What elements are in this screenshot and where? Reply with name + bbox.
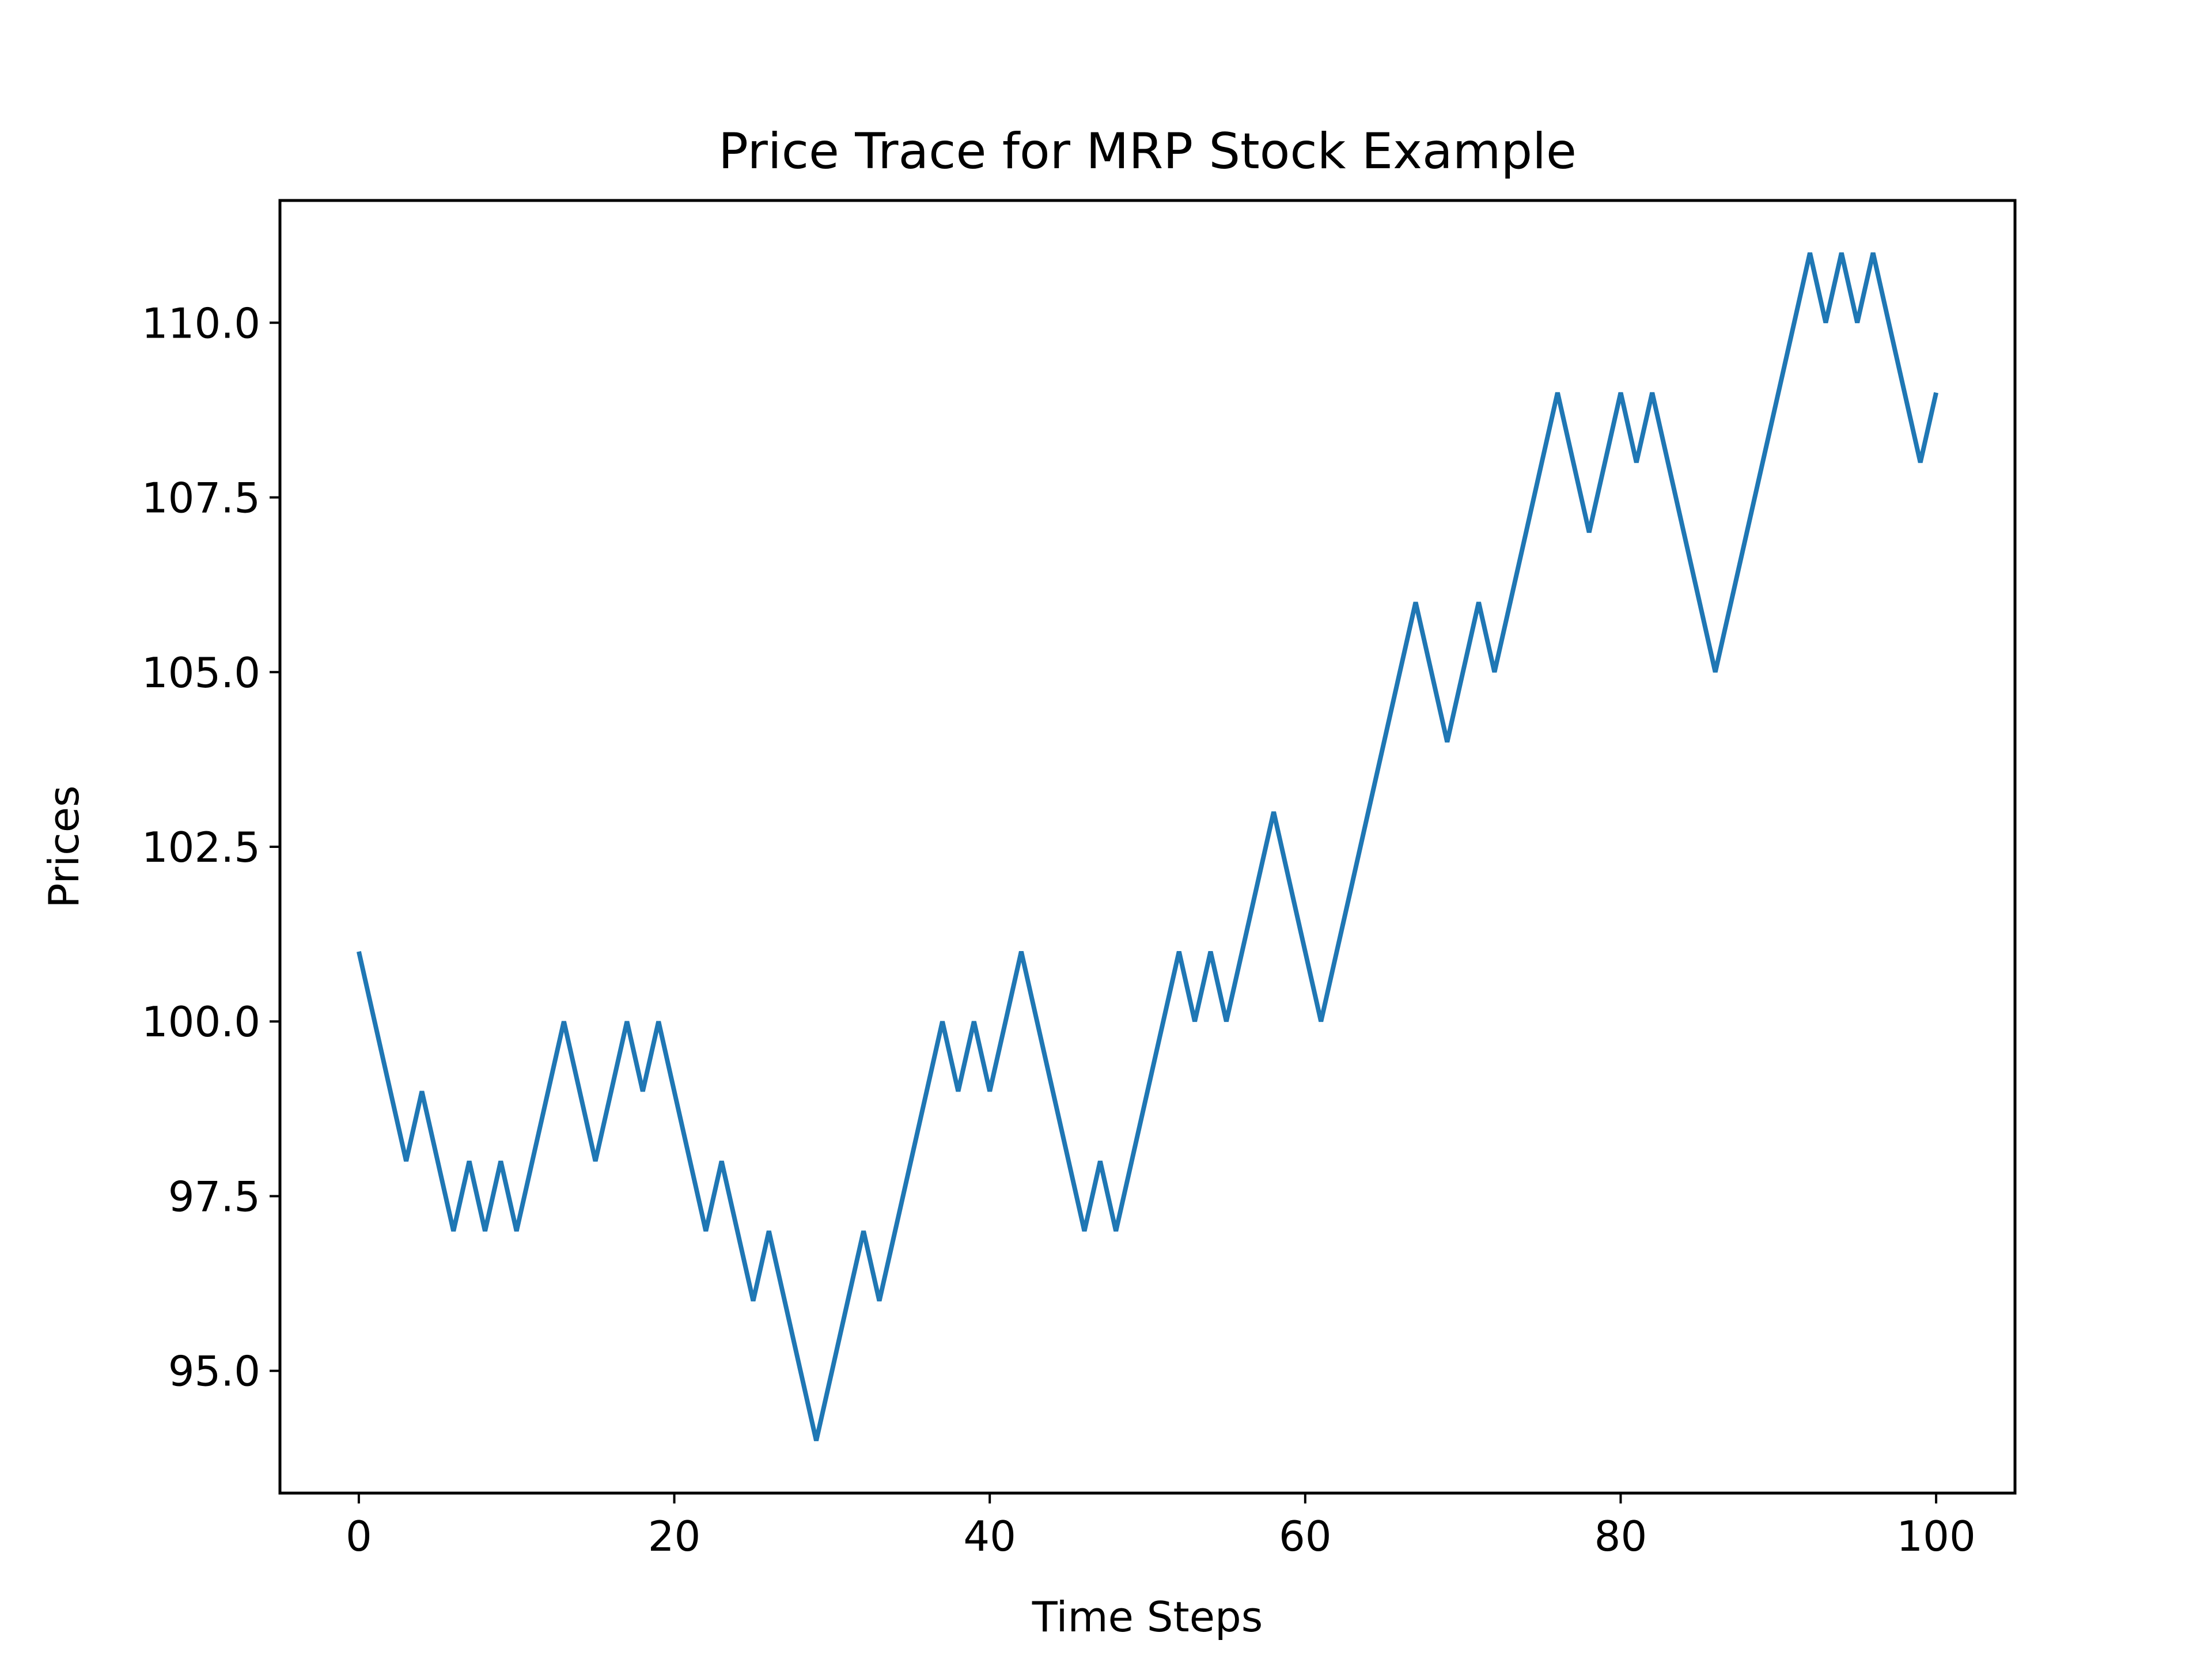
y-axis: 95.0 97.5 100.0 102.5 105.0 107.5 110.0	[142, 299, 280, 1396]
price-series-line	[356, 252, 1939, 1441]
y-tick-label: 100.0	[142, 998, 260, 1046]
x-tick-label: 100	[1896, 1512, 1975, 1560]
y-axis-label: Prices	[40, 785, 88, 908]
x-axis: 0 20 40 60 80 100	[346, 1493, 1976, 1560]
chart-title: Price Trace for MRP Stock Example	[718, 123, 1577, 180]
x-axis-label: Time Steps	[1032, 1593, 1263, 1641]
y-tick-label: 97.5	[168, 1172, 260, 1221]
plot-frame	[278, 199, 2017, 1495]
x-tick-label: 40	[963, 1512, 1016, 1560]
y-tick-label: 105.0	[142, 649, 260, 697]
x-tick-label: 20	[648, 1512, 701, 1560]
x-tick-label: 80	[1594, 1512, 1647, 1560]
x-tick-label: 0	[346, 1512, 372, 1560]
x-tick-label: 60	[1279, 1512, 1332, 1560]
y-tick-label: 102.5	[142, 823, 260, 872]
y-tick-label: 95.0	[168, 1347, 260, 1396]
y-tick-label: 107.5	[142, 474, 260, 522]
y-tick-label: 110.0	[142, 299, 260, 347]
